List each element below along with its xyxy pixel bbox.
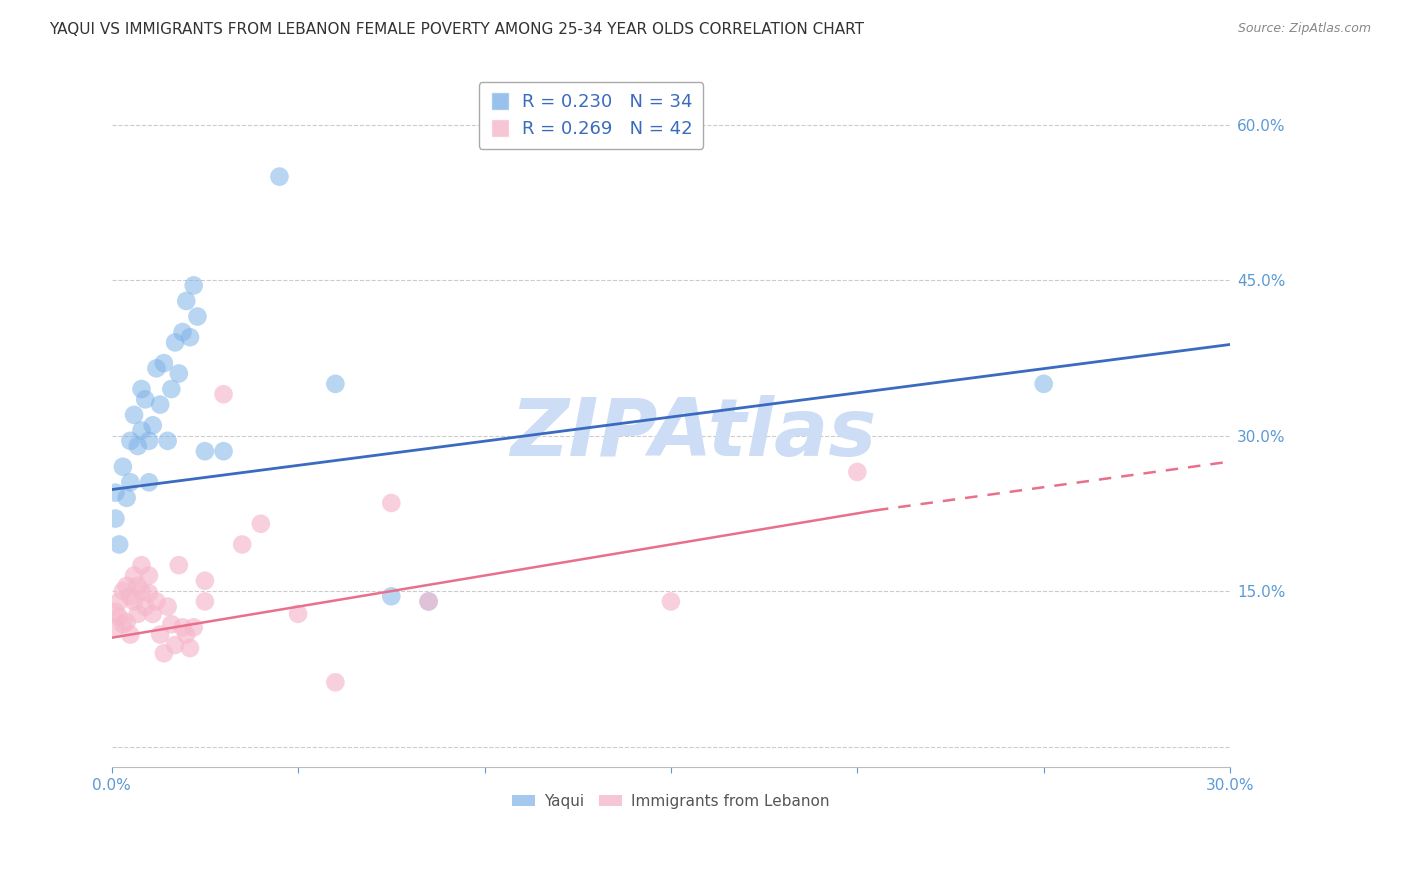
Point (108, 610, 131, 624)
Point (142, 607, 165, 621)
Point (194, 594, 217, 608)
Point (122, 594, 145, 608)
Point (231, 537, 253, 551)
Point (165, 335, 187, 350)
Point (174, 293, 197, 308)
Point (145, 361, 167, 376)
Point (418, 594, 440, 608)
Point (156, 599, 179, 614)
Point (156, 434, 179, 448)
Point (172, 620, 194, 634)
Point (160, 382, 183, 396)
Point (142, 418, 165, 433)
Point (179, 641, 201, 656)
Point (115, 615, 138, 630)
Point (138, 475, 160, 490)
Point (127, 607, 149, 621)
Point (138, 586, 160, 600)
Point (167, 558, 190, 573)
Point (120, 434, 142, 448)
Point (122, 408, 145, 422)
Point (174, 627, 197, 641)
Point (134, 599, 156, 614)
Text: YAQUI VS IMMIGRANTS FROM LEBANON FEMALE POVERTY AMONG 25-34 YEAR OLDS CORRELATIO: YAQUI VS IMMIGRANTS FROM LEBANON FEMALE … (49, 22, 865, 37)
Point (104, 485, 127, 500)
Point (145, 594, 167, 608)
Point (111, 617, 134, 632)
Text: Source: ZipAtlas.com: Source: ZipAtlas.com (1237, 22, 1371, 36)
Point (194, 574, 217, 588)
Point (183, 278, 205, 293)
Point (160, 617, 183, 632)
Point (149, 398, 172, 412)
Point (380, 496, 402, 510)
Point (659, 594, 682, 608)
Point (111, 459, 134, 474)
Point (153, 356, 176, 370)
Point (325, 675, 347, 690)
Point (165, 638, 187, 652)
Point (138, 434, 160, 448)
Point (127, 579, 149, 593)
Point (120, 589, 142, 603)
Point (122, 568, 145, 582)
Point (138, 568, 160, 582)
Point (194, 444, 217, 458)
Point (108, 537, 131, 551)
Point (153, 646, 176, 660)
Point (134, 392, 156, 407)
Point (120, 627, 142, 641)
Point (212, 444, 235, 458)
Point (131, 382, 153, 396)
Point (111, 584, 134, 599)
Point (115, 491, 138, 505)
Point (287, 607, 309, 621)
Point (269, 169, 291, 184)
Point (127, 439, 149, 453)
Point (108, 594, 131, 608)
Point (131, 584, 153, 599)
Point (104, 511, 127, 525)
Point (172, 325, 194, 339)
Point (212, 387, 235, 401)
Point (380, 589, 402, 603)
Point (131, 424, 153, 438)
Point (186, 310, 208, 324)
Point (149, 627, 172, 641)
Point (1032, 376, 1054, 391)
Point (179, 330, 201, 344)
Point (104, 605, 127, 619)
Point (846, 465, 869, 479)
Point (418, 594, 440, 608)
Point (325, 376, 347, 391)
Point (131, 558, 153, 573)
Text: ZIPAtlas: ZIPAtlas (510, 395, 876, 473)
Point (115, 579, 138, 593)
Point (104, 620, 127, 634)
Legend: Yaqui, Immigrants from Lebanon: Yaqui, Immigrants from Lebanon (506, 788, 837, 815)
Point (250, 516, 273, 531)
Point (183, 620, 205, 634)
Point (120, 475, 142, 490)
Point (167, 367, 190, 381)
